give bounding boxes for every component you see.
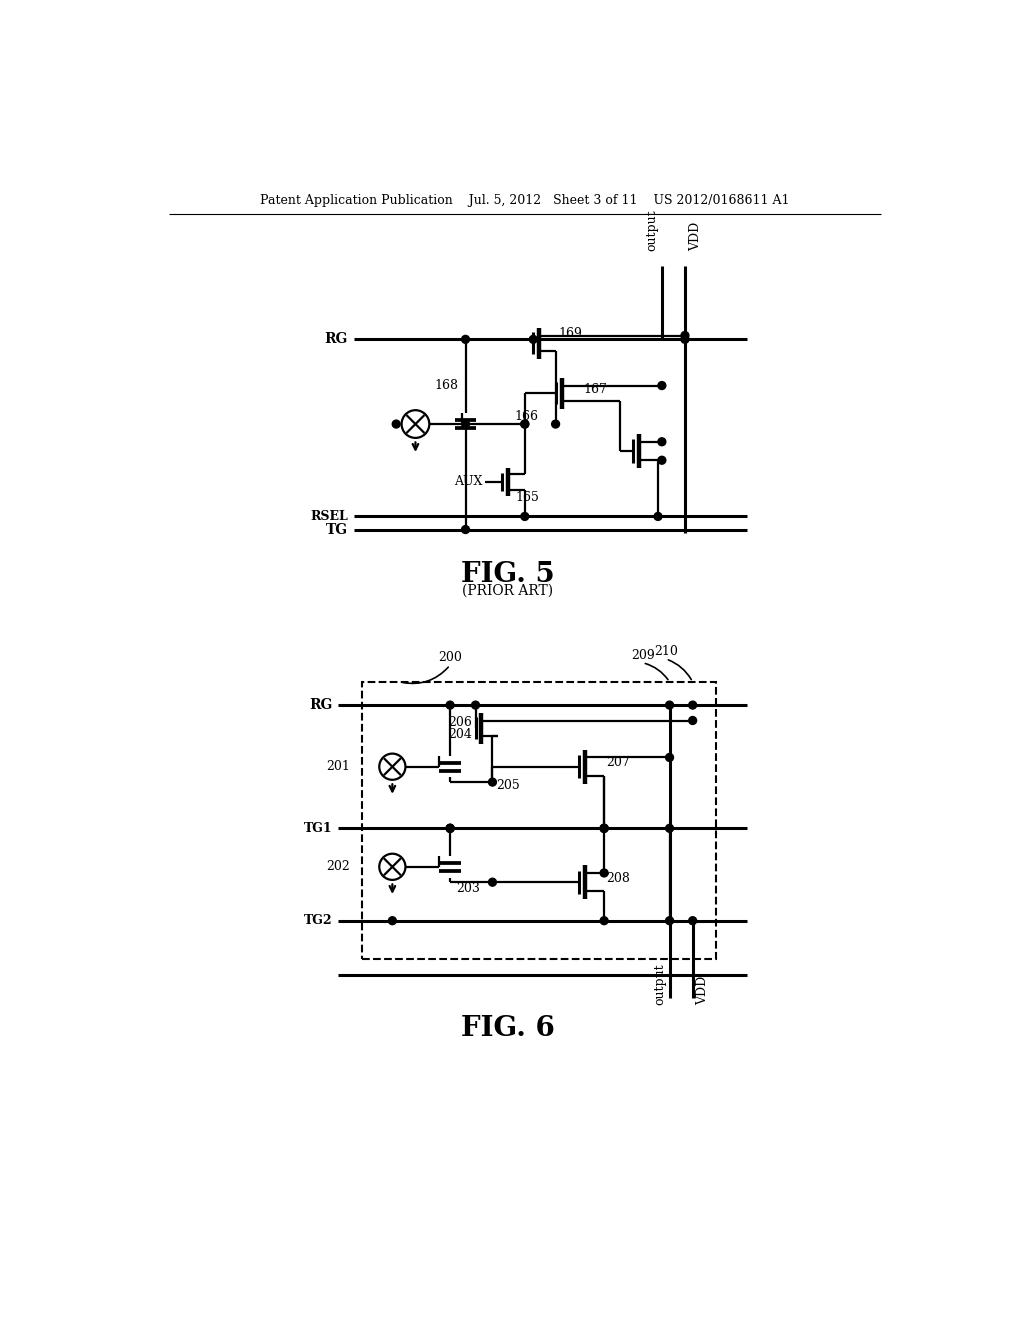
Circle shape [666, 754, 674, 762]
Circle shape [521, 420, 528, 428]
Text: TG: TG [326, 523, 348, 536]
Circle shape [600, 825, 608, 832]
Circle shape [666, 917, 674, 924]
Circle shape [600, 869, 608, 876]
Circle shape [600, 917, 608, 924]
Circle shape [657, 457, 666, 465]
Text: Patent Application Publication    Jul. 5, 2012   Sheet 3 of 11    US 2012/016861: Patent Application Publication Jul. 5, 2… [260, 194, 790, 207]
Text: 165: 165 [515, 491, 540, 504]
Text: 206: 206 [447, 715, 472, 729]
Circle shape [521, 420, 528, 428]
Text: 207: 207 [606, 756, 630, 770]
Circle shape [657, 438, 666, 446]
Circle shape [689, 917, 696, 924]
Circle shape [446, 701, 454, 709]
Circle shape [666, 701, 674, 709]
Text: VDD: VDD [689, 222, 701, 251]
Text: 166: 166 [514, 409, 538, 422]
Circle shape [388, 917, 396, 924]
Circle shape [488, 779, 497, 785]
Text: 202: 202 [327, 861, 350, 874]
Circle shape [446, 825, 454, 832]
Text: TG2: TG2 [304, 915, 333, 927]
Text: 204: 204 [447, 727, 472, 741]
Circle shape [666, 825, 674, 832]
Circle shape [600, 825, 608, 832]
Text: (PRIOR ART): (PRIOR ART) [462, 585, 553, 598]
Text: 169: 169 [559, 327, 583, 341]
Text: 168: 168 [435, 379, 459, 392]
Circle shape [462, 525, 469, 533]
Text: TG1: TG1 [304, 822, 333, 834]
Circle shape [657, 381, 666, 389]
Circle shape [689, 717, 696, 725]
Circle shape [521, 512, 528, 520]
Text: 167: 167 [584, 383, 607, 396]
Text: 209: 209 [631, 648, 654, 661]
Circle shape [654, 512, 662, 520]
Text: 203: 203 [457, 882, 480, 895]
Text: RG: RG [309, 698, 333, 711]
Text: RG: RG [325, 333, 348, 346]
Circle shape [462, 420, 469, 428]
Text: 200: 200 [438, 651, 462, 664]
Circle shape [462, 335, 469, 343]
Text: 210: 210 [653, 644, 678, 657]
Circle shape [681, 335, 689, 343]
Circle shape [446, 825, 454, 832]
Circle shape [472, 701, 479, 709]
Text: 205: 205 [497, 779, 520, 792]
Text: 201: 201 [326, 760, 350, 774]
Circle shape [600, 825, 608, 832]
Text: FIG. 5: FIG. 5 [461, 561, 555, 587]
Circle shape [681, 331, 689, 339]
Text: output: output [646, 209, 658, 251]
Circle shape [392, 420, 400, 428]
Text: AUX: AUX [454, 475, 482, 488]
Text: VDD: VDD [695, 977, 709, 1006]
Circle shape [529, 335, 538, 343]
Circle shape [552, 420, 559, 428]
Circle shape [488, 878, 497, 886]
Text: RSEL: RSEL [310, 510, 348, 523]
Text: FIG. 6: FIG. 6 [461, 1015, 555, 1041]
Circle shape [689, 701, 696, 709]
Text: output: output [653, 964, 667, 1006]
Text: 208: 208 [606, 871, 631, 884]
Circle shape [446, 825, 454, 832]
